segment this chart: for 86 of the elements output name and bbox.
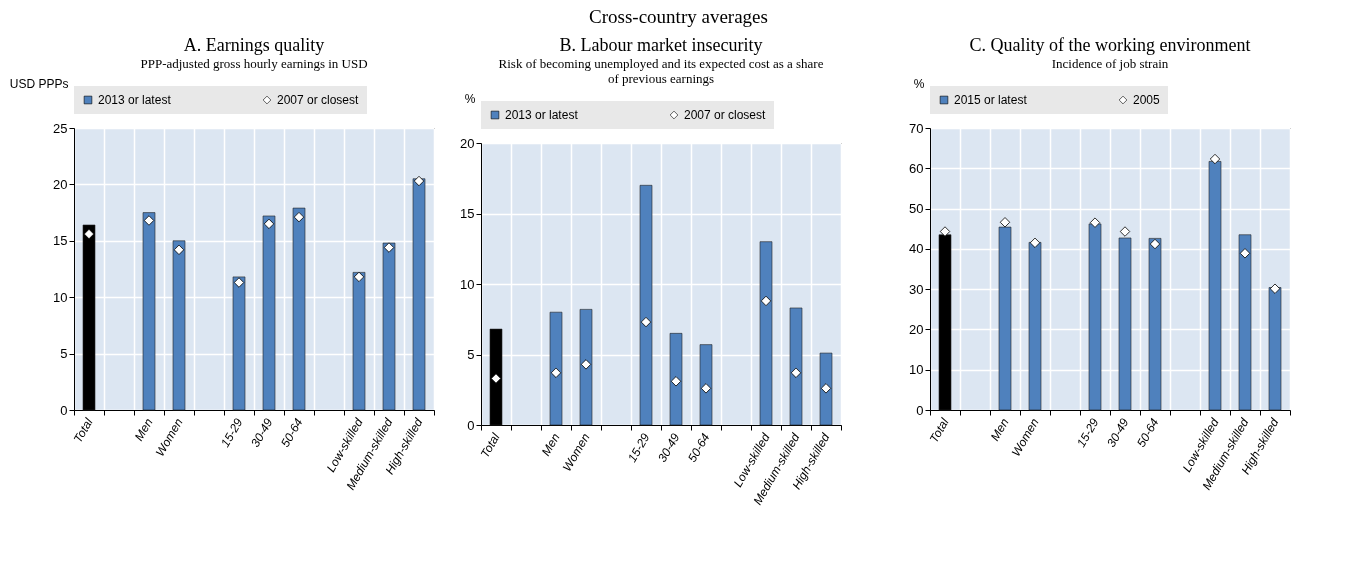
- chart-title: A. Earnings quality: [183, 35, 325, 55]
- point: [173, 244, 185, 255]
- y-tick-label: 0: [916, 402, 924, 418]
- point: [383, 242, 395, 253]
- y-tick-label: 0: [60, 402, 68, 418]
- bar: [999, 226, 1012, 411]
- y-tick-label: 20: [53, 176, 68, 192]
- bar: [549, 311, 562, 426]
- legend-label: 2007 or closest: [683, 108, 766, 122]
- bar: [142, 212, 156, 411]
- point: [143, 215, 155, 226]
- y-tick-label: 15: [53, 233, 68, 249]
- point: [1270, 283, 1281, 294]
- bar: [1209, 161, 1222, 411]
- bar: [382, 242, 396, 411]
- point: [790, 367, 801, 378]
- legend-label: 2013 or latest: [504, 108, 579, 122]
- point: [353, 271, 365, 283]
- point: [83, 228, 95, 240]
- bar: [639, 185, 652, 426]
- legend-label: 2013 or latest: [98, 93, 172, 107]
- point: [1120, 226, 1131, 237]
- legend-label: 2015 or latest: [954, 93, 1028, 107]
- chart-subtitle: Incidence of job strain: [1052, 56, 1170, 71]
- point: [490, 373, 501, 384]
- bar: [789, 307, 802, 426]
- bar: [232, 276, 246, 411]
- y-axis-title: %: [914, 76, 926, 91]
- y-tick-label: 20: [909, 321, 924, 337]
- y-tick-label: 50: [909, 201, 924, 217]
- bar: [819, 352, 832, 426]
- chart-subtitle: Risk of becoming unemployed and its expected cost as a share of previous earnings: [498, 56, 824, 86]
- legend-label: 2005: [1133, 93, 1161, 107]
- y-tick-label: 40: [909, 241, 924, 257]
- point: [1150, 238, 1161, 250]
- y-tick-label: 10: [53, 289, 68, 305]
- point: [1030, 237, 1041, 248]
- bar: [262, 215, 276, 411]
- y-tick-label: 5: [466, 347, 475, 362]
- bar: [172, 240, 186, 411]
- bar: [669, 333, 682, 426]
- y-tick-label: 30: [909, 281, 924, 297]
- point: [233, 277, 245, 288]
- bar: [292, 207, 306, 411]
- chart-subtitle: PPP-adjusted gross hourly earnings in USD: [140, 56, 368, 71]
- y-tick-label: 15: [459, 206, 475, 221]
- bar: [1239, 234, 1252, 411]
- bar: [1149, 238, 1162, 411]
- y-tick-label: 5: [60, 346, 68, 362]
- y-axis-title: USD PPPs: [9, 76, 69, 91]
- bar: [1119, 237, 1132, 411]
- y-tick-label: 0: [466, 417, 475, 433]
- point: [670, 376, 681, 387]
- bar: [1029, 242, 1042, 411]
- point: [820, 383, 831, 394]
- point: [580, 359, 591, 370]
- point: [550, 367, 561, 378]
- legend-label: 2007 or closest: [277, 93, 360, 107]
- point: [1090, 217, 1101, 228]
- y-tick-label: 25: [53, 120, 68, 136]
- point: [1240, 248, 1251, 259]
- chart-title: B. Labour market insecurity: [559, 35, 763, 55]
- text: Cross-country averages: [588, 6, 769, 28]
- point: [293, 211, 305, 223]
- point: [940, 226, 951, 237]
- y-axis-title: %: [464, 91, 476, 106]
- bar: [699, 344, 712, 426]
- point: [700, 383, 711, 394]
- y-tick-label: 70: [909, 120, 924, 136]
- bar: [1269, 287, 1282, 411]
- y-tick-label: 10: [909, 362, 924, 378]
- point: [1000, 217, 1011, 228]
- y-tick-label: 20: [459, 135, 475, 151]
- point: [760, 295, 771, 307]
- chart-title: C. Quality of the working environment: [969, 35, 1251, 55]
- point: [263, 218, 275, 230]
- bar: [412, 178, 426, 411]
- point: [413, 175, 425, 187]
- bar: [352, 272, 366, 411]
- point: [640, 316, 651, 328]
- bar: [759, 241, 772, 426]
- point: [1210, 153, 1221, 165]
- bar: [1089, 223, 1102, 411]
- y-tick-label: 10: [459, 276, 475, 292]
- y-tick-label: 60: [909, 160, 924, 176]
- bar: [579, 309, 592, 426]
